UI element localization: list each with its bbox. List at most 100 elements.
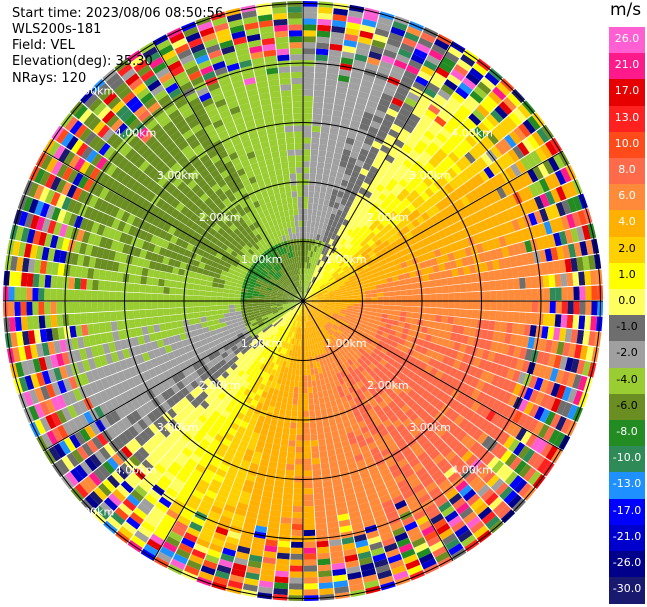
range-gate [415,42,431,55]
range-gate [349,583,365,592]
range-gate [484,291,491,301]
range-gate [318,444,327,452]
range-gate [394,499,407,510]
range-gate [356,236,364,244]
range-gate [396,86,409,97]
range-gate [564,328,573,343]
range-gate [377,254,386,262]
range-gate [325,383,332,390]
range-gate [362,111,374,121]
range-gate [204,419,214,429]
range-gate [379,60,393,71]
range-gate [204,306,212,312]
range-gate [318,6,333,14]
range-gate [365,304,372,308]
range-gate [269,334,275,341]
range-gate [376,265,384,272]
range-gate [310,428,317,435]
range-gate [492,500,508,515]
range-gate [139,301,146,310]
range-gate [328,238,334,246]
range-gate [412,174,423,185]
range-gate [226,359,235,367]
range-gate [245,344,253,351]
range-gate [336,209,343,217]
range-gate [474,416,486,429]
range-gate [444,347,453,357]
range-gate [495,342,504,354]
range-gate [336,278,343,284]
range-gate [311,294,317,298]
range-gate [400,548,416,559]
range-gate [309,275,313,282]
range-gate [374,239,383,247]
range-gate [336,453,346,461]
range-gate [325,237,331,244]
range-gate [252,301,259,304]
range-gate [260,370,267,378]
range-gate [356,254,364,261]
range-gate [579,286,586,300]
range-gate [316,42,330,50]
range-gate [169,503,183,515]
range-gate [486,330,494,341]
range-gate [266,360,272,368]
range-gate [518,241,527,254]
range-gate [496,505,512,520]
range-gate [356,545,370,554]
range-gate [448,179,460,191]
range-gate [388,305,396,311]
range-gate [317,303,324,306]
range-gate [440,208,450,219]
range-gate [440,144,452,156]
range-gate [415,224,424,234]
range-gate [193,418,204,429]
range-gate [505,421,517,435]
range-gate [567,243,577,258]
range-gate [430,215,440,225]
range-gate [515,160,527,174]
range-gate [322,317,329,323]
range-gate [425,208,435,218]
range-gate [137,502,151,516]
range-gate [561,199,572,215]
range-gate [472,62,488,77]
range-gate [379,493,392,504]
range-gate [314,78,326,85]
range-gate [314,72,327,80]
range-gate [344,250,352,257]
range-gate [305,315,308,322]
range-gate [355,539,369,549]
range-gate [280,347,285,354]
range-gate [311,451,320,459]
range-gate [278,540,291,548]
range-gate [305,302,310,308]
range-gate [332,374,339,382]
range-gate [530,150,543,165]
range-gate [464,134,478,148]
range-gate [261,334,268,341]
range-gate [145,285,153,294]
range-gate [223,309,230,314]
range-gate [400,306,407,312]
range-gate [297,315,300,322]
range-gate [201,274,209,281]
range-gate [350,231,358,239]
range-gate [174,456,186,468]
range-gate [468,224,478,236]
range-gate [355,459,366,468]
range-gate [358,326,366,332]
range-gate [338,390,346,399]
range-gate [242,358,250,366]
range-gate [527,470,542,486]
range-gate [419,246,428,255]
range-gate [579,301,586,315]
range-gate [433,360,442,370]
range-gate [340,238,347,246]
range-gate [408,59,423,70]
range-gate [372,432,382,442]
range-gate [297,405,303,412]
range-gate [38,288,45,301]
range-gate [369,315,376,320]
range-gate [373,276,381,282]
